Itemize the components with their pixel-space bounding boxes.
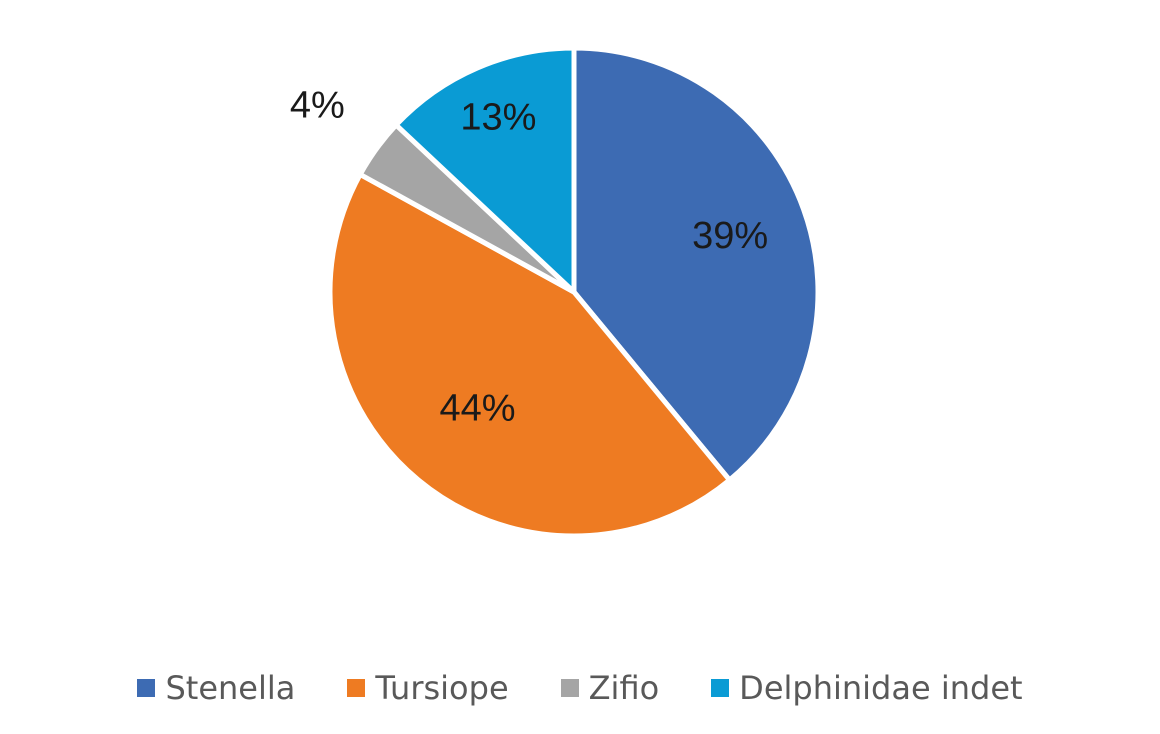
legend-label-stenella: Stenella: [165, 669, 296, 707]
legend-item-tursiope: Tursiope: [347, 669, 509, 707]
data-label-stenella: 39%: [692, 215, 768, 257]
legend-swatch-tursiope: [347, 679, 366, 697]
data-label-delphinidae-indet: 13%: [460, 96, 536, 138]
data-label-zifio: 4%: [290, 85, 345, 127]
pie-labels: 39% 44% 4% 13%: [290, 85, 768, 430]
legend-item-delphinidae-indet: Delphinidae indet: [711, 669, 1023, 707]
legend-item-zifio: Zifio: [560, 669, 660, 707]
legend-label-zifio: Zifio: [588, 669, 660, 707]
legend-item-stenella: Stenella: [137, 669, 295, 707]
legend: Stenella Tursiope Zifio Delphinidae inde…: [0, 664, 1160, 712]
pie-slices: [327, 45, 821, 539]
legend-label-tursiope: Tursiope: [375, 669, 509, 707]
pie-slice-delphinidae-indet: [393, 45, 577, 295]
pie-slice-tursiope: [327, 171, 733, 539]
pie-slice-stenella: [571, 45, 821, 483]
legend-swatch-zifio: [560, 679, 579, 697]
data-label-tursiope: 44%: [440, 388, 516, 430]
legend-swatch-delphinidae-indet: [711, 679, 730, 697]
legend-swatch-stenella: [137, 679, 156, 697]
legend-label-delphinidae-indet: Delphinidae indet: [739, 669, 1023, 707]
